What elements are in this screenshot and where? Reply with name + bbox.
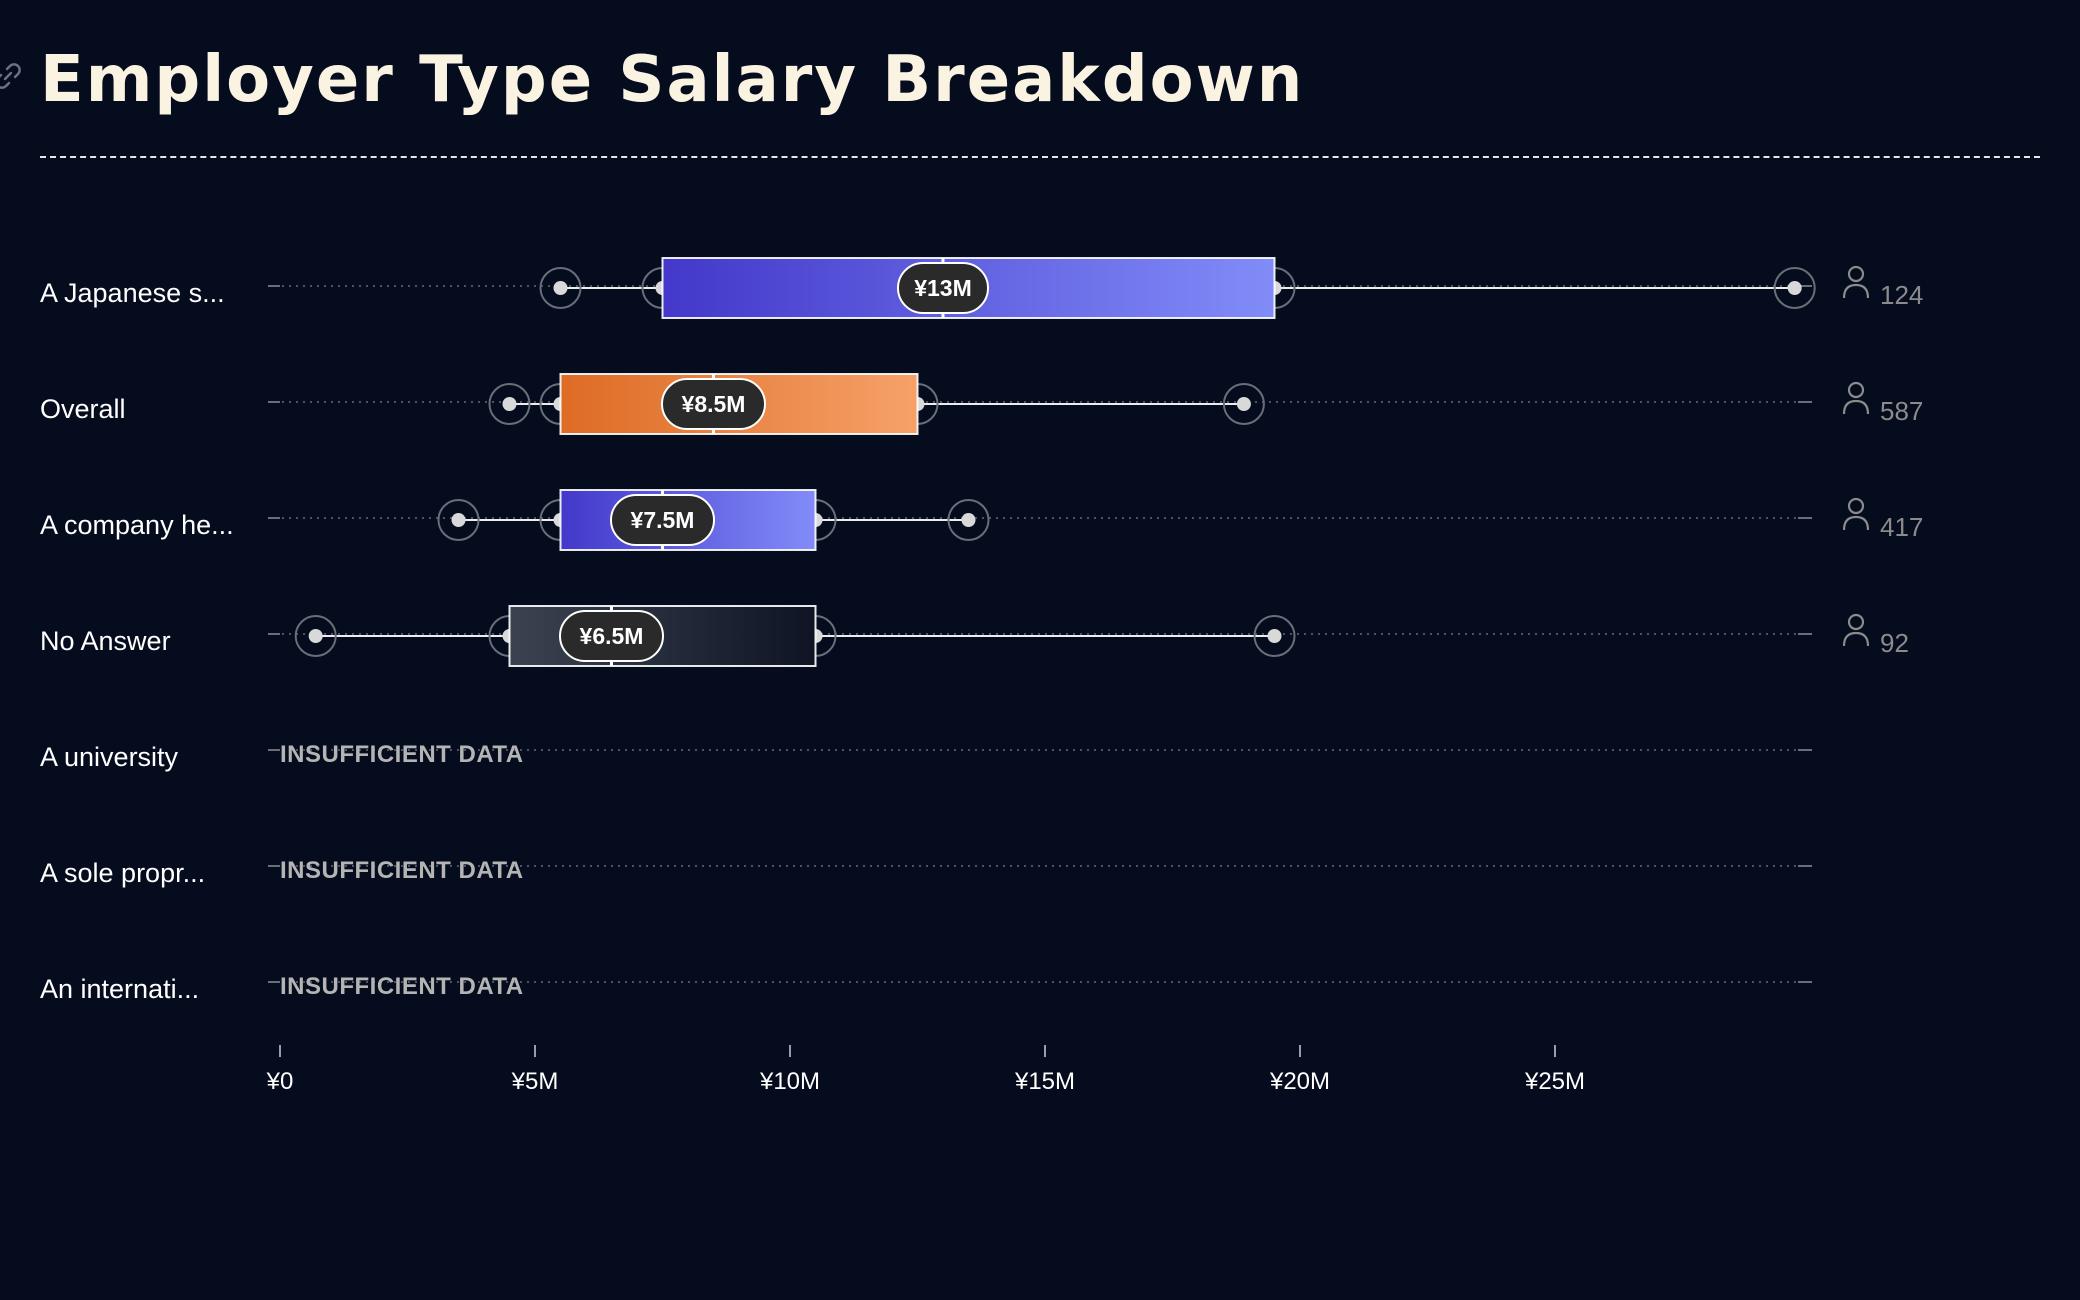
person-icon-body xyxy=(1842,515,1870,531)
insufficient-data-label: INSUFFICIENT DATA xyxy=(280,973,524,1000)
max-marker-ring xyxy=(947,499,990,541)
link-icon[interactable] xyxy=(0,60,24,92)
max-marker-dot xyxy=(961,513,976,527)
x-axis-tick-label: ¥15M xyxy=(1014,1068,1075,1095)
max-marker-ring xyxy=(1773,267,1816,309)
table-row[interactable]: A Japanese s... ¥13M 124 xyxy=(40,257,1923,319)
min-marker-dot xyxy=(553,281,568,295)
median-value-label: ¥7.5M xyxy=(631,507,695,533)
median-badge xyxy=(610,494,715,546)
max-marker-ring xyxy=(1253,615,1296,657)
respondent-count: 92 xyxy=(1880,628,1909,658)
person-icon-head xyxy=(1847,381,1865,399)
row-label: A Japanese s... xyxy=(40,278,225,308)
min-marker-ring xyxy=(539,267,582,309)
min-marker-ring xyxy=(437,499,480,541)
respondent-count: 124 xyxy=(1880,280,1923,310)
person-icon-body xyxy=(1842,631,1870,647)
title-divider xyxy=(40,156,2040,158)
median-badge xyxy=(897,262,989,314)
row-label: No Answer xyxy=(40,626,171,656)
row-label: A company he... xyxy=(40,510,234,540)
median-badge xyxy=(559,610,664,662)
max-marker-dot xyxy=(1267,629,1282,643)
person-icon-head xyxy=(1847,497,1865,515)
min-marker-dot xyxy=(308,629,323,643)
table-row[interactable]: Overall ¥8.5M 587 xyxy=(40,373,1923,435)
min-marker-ring xyxy=(294,615,337,657)
table-row[interactable]: A sole propr... INSUFFICIENT DATA xyxy=(40,857,1812,888)
page-title: Employer Type Salary Breakdown xyxy=(40,43,1305,117)
median-value-label: ¥6.5M xyxy=(580,623,644,649)
median-value-label: ¥13M xyxy=(914,275,972,301)
row-label: A university xyxy=(40,742,179,772)
x-axis-tick-label: ¥25M xyxy=(1524,1068,1585,1095)
table-row[interactable]: A company he... ¥7.5M 417 xyxy=(40,489,1923,551)
person-icon xyxy=(1842,381,1870,415)
table-row[interactable]: An internati... INSUFFICIENT DATA xyxy=(40,973,1812,1004)
median-value-label: ¥8.5M xyxy=(682,391,746,417)
x-axis-tick-label: ¥0 xyxy=(266,1068,294,1095)
max-marker-dot xyxy=(1787,281,1802,295)
row-label: A sole propr... xyxy=(40,858,205,888)
row-label: Overall xyxy=(40,394,126,424)
table-row[interactable]: A university INSUFFICIENT DATA xyxy=(40,741,1812,772)
person-icon-head xyxy=(1847,265,1865,283)
person-icon xyxy=(1842,497,1870,531)
min-marker-dot xyxy=(451,513,466,527)
respondent-count: 417 xyxy=(1880,512,1923,542)
x-axis-tick-label: ¥20M xyxy=(1269,1068,1330,1095)
insufficient-data-label: INSUFFICIENT DATA xyxy=(280,857,524,884)
person-icon-head xyxy=(1847,613,1865,631)
min-marker-dot xyxy=(502,397,517,411)
respondent-count: 587 xyxy=(1880,396,1923,426)
person-icon-body xyxy=(1842,399,1870,415)
person-icon xyxy=(1842,613,1870,647)
person-icon xyxy=(1842,265,1870,299)
max-marker-ring xyxy=(1222,383,1265,425)
row-label: An internati... xyxy=(40,974,199,1004)
x-axis-tick-label: ¥10M xyxy=(759,1068,820,1095)
min-marker-ring xyxy=(488,383,531,425)
x-axis-tick-label: ¥5M xyxy=(511,1068,559,1095)
median-badge xyxy=(661,378,766,430)
person-icon-body xyxy=(1842,283,1870,299)
max-marker-dot xyxy=(1236,397,1251,411)
insufficient-data-label: INSUFFICIENT DATA xyxy=(280,741,524,768)
table-row[interactable]: No Answer ¥6.5M 92 xyxy=(40,605,1909,667)
